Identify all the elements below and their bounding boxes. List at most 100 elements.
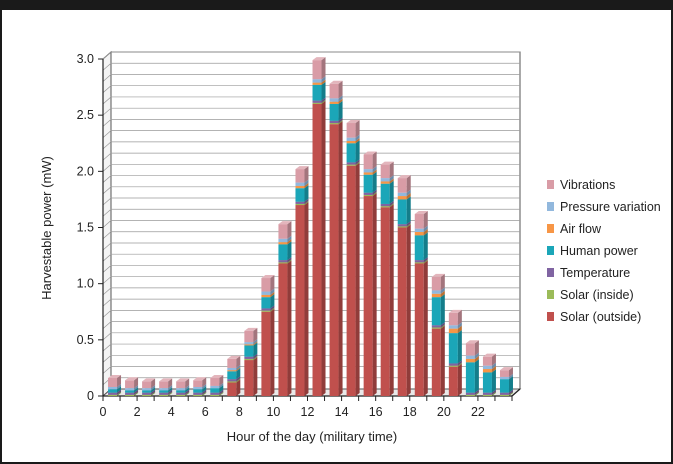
x-axis-end [511, 388, 521, 397]
bar-segment [431, 273, 445, 291]
x-tick-label: 8 [236, 405, 243, 419]
bar-stack-hour-6 [210, 375, 224, 396]
bar-stack-hour-14 [346, 120, 360, 396]
grid-line [102, 107, 520, 116]
bar-segment [261, 275, 275, 292]
y-tick-label: 2.0 [77, 164, 94, 178]
bar-segment [482, 369, 496, 393]
legend-swatch [547, 180, 554, 189]
bar-segment [295, 202, 309, 396]
axes [98, 58, 521, 401]
bar-segment [448, 309, 462, 326]
x-tick-label: 14 [335, 405, 349, 419]
bar-segment [210, 375, 224, 386]
bar-stack-hour-22 [482, 353, 496, 396]
bar-stack-hour-1 [125, 377, 139, 396]
grid-line [102, 130, 520, 138]
bar-segment [363, 171, 377, 193]
grid-line [102, 119, 520, 127]
bar-segment [363, 193, 377, 396]
bar-segment [380, 161, 394, 179]
bar-stack-hour-15 [363, 151, 377, 396]
x-axis-title: Hour of the day (military time) [227, 429, 398, 444]
x-tick-label: 16 [369, 405, 383, 419]
bar-segment [397, 175, 411, 193]
bar-segment [329, 121, 343, 397]
bar-segment [448, 330, 462, 364]
bar-segment [329, 80, 343, 99]
bar-segment [465, 340, 479, 356]
bar-stack-hour-10 [278, 221, 292, 396]
bar-segment [159, 378, 173, 389]
bar-segment [363, 151, 377, 170]
bar-segment [244, 327, 258, 343]
grid-line [102, 85, 520, 93]
legend-item: Air flow [547, 222, 602, 236]
bar-stack-hour-8 [244, 327, 258, 396]
bar-segment [125, 377, 139, 389]
bar-stack-hour-0 [108, 375, 122, 396]
y-tick-label: 2.5 [77, 108, 94, 122]
bar-stack-hour-23 [499, 367, 513, 396]
bar-stack-hour-12 [312, 57, 326, 396]
bar-segment [312, 57, 326, 80]
bar-segment [108, 375, 122, 388]
x-tick-label: 12 [301, 405, 315, 419]
bar-segment [346, 140, 360, 163]
x-tick-label: 6 [202, 405, 209, 419]
bar-stack-hour-7 [227, 355, 241, 396]
legend-swatch [547, 312, 554, 321]
bar-segment [414, 232, 428, 261]
bar-segment [346, 162, 360, 396]
bar-stack-hour-5 [193, 377, 207, 396]
bar-stack-hour-11 [295, 166, 309, 396]
bar-segment [278, 260, 292, 396]
bar-segment [448, 363, 462, 396]
legend-item: Solar (inside) [547, 288, 634, 302]
legend-swatch [547, 290, 554, 299]
bar-segment [193, 377, 207, 388]
bar-stack-hour-21 [465, 340, 479, 396]
legend-label: Solar (inside) [560, 288, 634, 302]
x-tick-label: 4 [168, 405, 175, 419]
legend-item: Temperature [547, 266, 630, 280]
grid-line [102, 96, 520, 105]
legend-label: Air flow [560, 222, 602, 236]
grid-line [102, 74, 520, 82]
y-tick-label: 1.5 [77, 221, 94, 235]
legend-label: Pressure variation [560, 200, 661, 214]
bar-stack-hour-18 [414, 211, 428, 396]
bar-segment [142, 378, 156, 389]
bar-stack-hour-9 [261, 275, 275, 396]
bar-stack-hour-19 [431, 273, 445, 396]
bar-segment [346, 120, 360, 138]
bar-segment [380, 180, 394, 204]
legend-swatch [547, 202, 554, 211]
bar-segment [431, 325, 445, 396]
legend-label: Temperature [560, 266, 630, 280]
bar-segment [431, 294, 445, 326]
grid-line [102, 62, 520, 71]
bar-segment [244, 357, 258, 396]
x-tick-label: 22 [471, 405, 485, 419]
legend: Vibrations Pressure variation Air flow Huma… [547, 178, 661, 324]
legend-item: Pressure variation [547, 200, 661, 214]
grid-line [102, 51, 520, 60]
y-tick-label: 3.0 [77, 52, 94, 66]
x-tick-label: 10 [266, 405, 280, 419]
bar-segment [499, 367, 513, 377]
y-tick-label: 1.0 [77, 277, 94, 291]
bar-stacks [108, 57, 513, 397]
bar-segment [414, 211, 428, 229]
legend-label: Vibrations [560, 178, 615, 192]
stacked-bar-chart: 0 0.5 1.0 1.5 2.0 2.5 3.0 0 2 4 6 8 10 12 14 16 18 20 22 H… [39, 50, 661, 444]
bar-stack-hour-16 [380, 161, 394, 396]
bar-segment [465, 359, 479, 393]
bar-segment [278, 221, 292, 239]
bar-segment [176, 378, 190, 389]
grid-line [102, 141, 520, 150]
x-tick-label: 18 [403, 405, 417, 419]
bar-segment [397, 224, 411, 396]
legend-swatch [547, 268, 554, 277]
